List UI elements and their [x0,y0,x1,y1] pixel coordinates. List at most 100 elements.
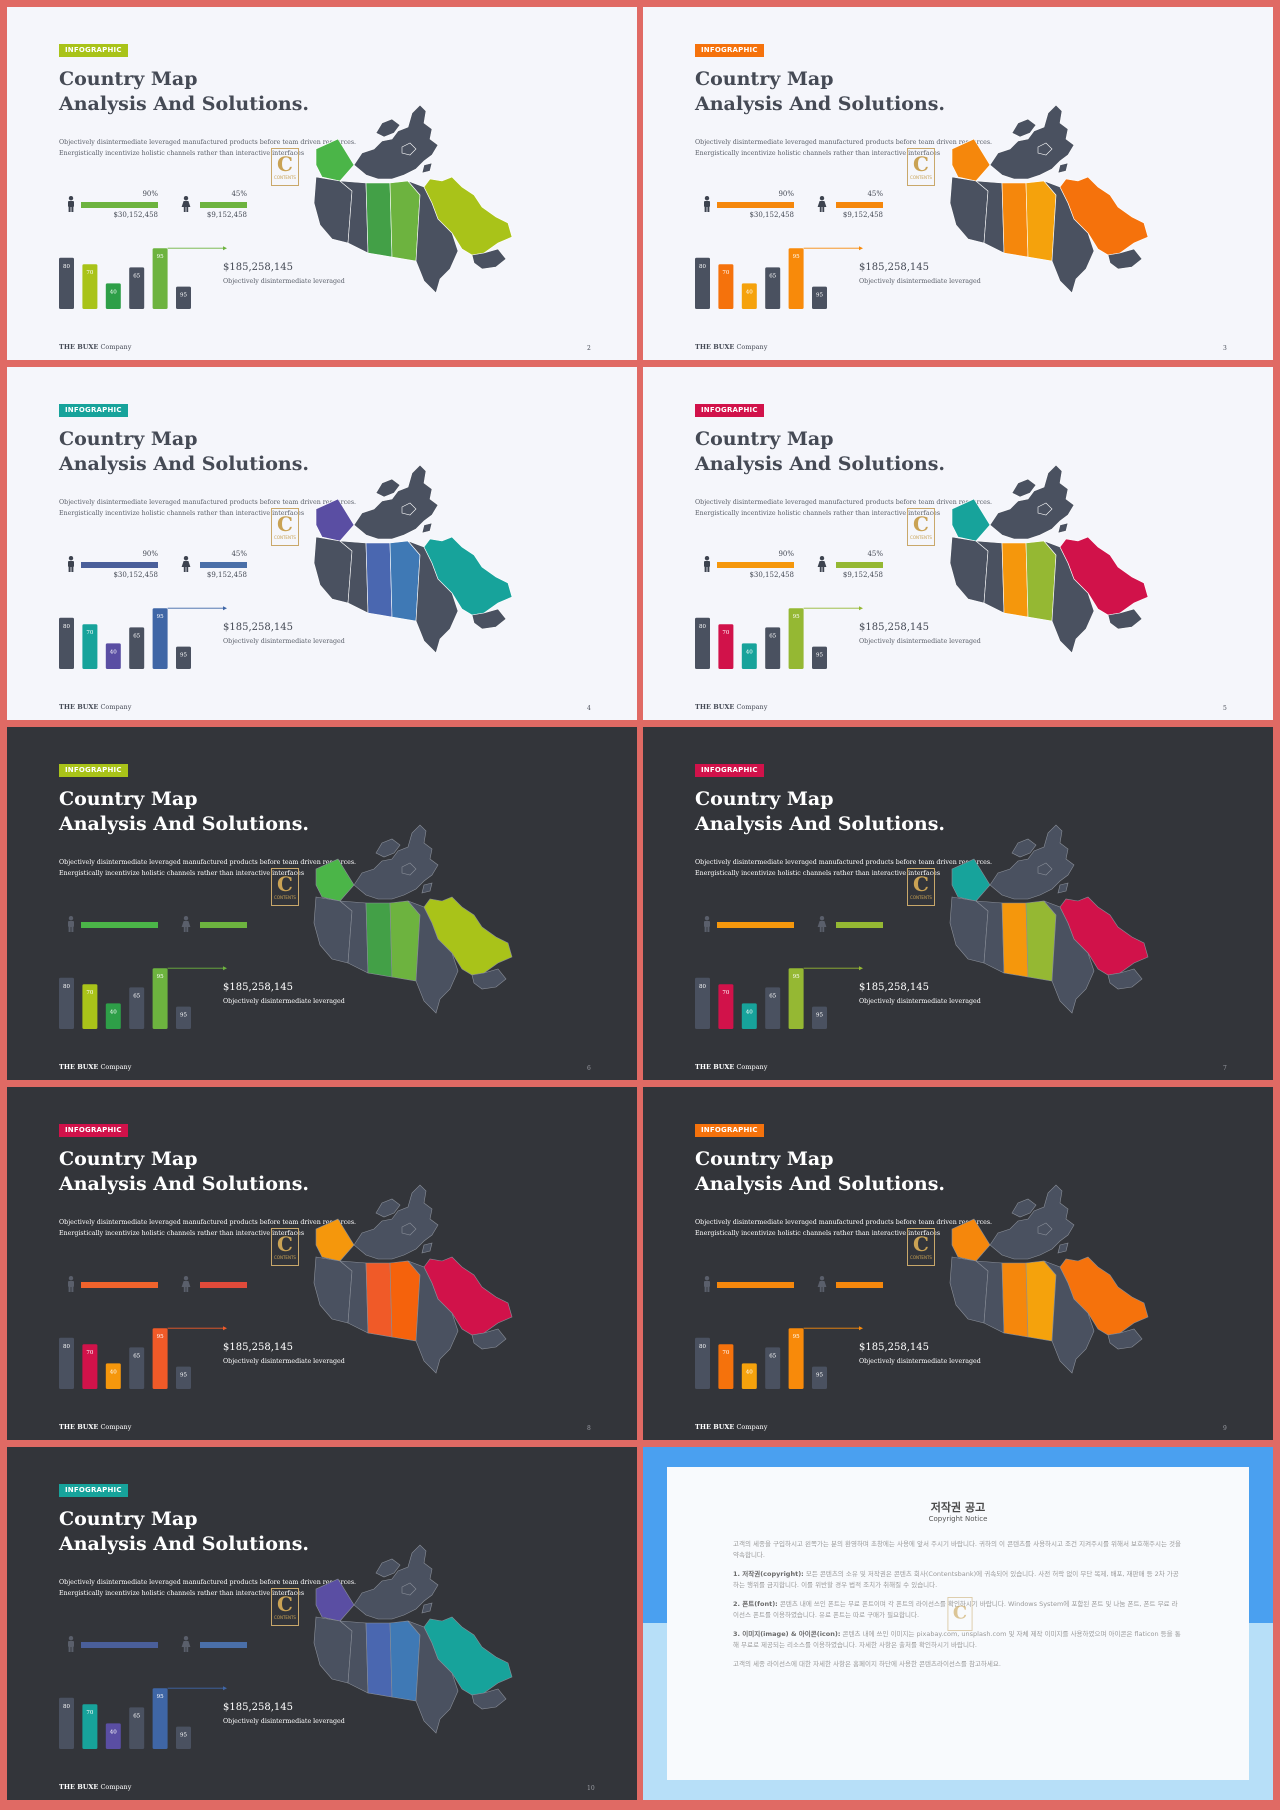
bar-label-6: 95 [816,1013,823,1019]
svg-text:C: C [913,872,929,896]
bar-1 [695,977,710,1029]
slide-description: Objectively disintermediate leveraged ma… [695,859,993,877]
bar-6 [812,1006,827,1029]
map-region-atlantic [1107,968,1143,990]
male-percentage: 90% [142,190,158,198]
total-value: $185,258,145 [859,1342,929,1353]
male-metric-bar [81,1642,158,1648]
canada-map [949,464,1149,654]
slide-thumbnail-10[interactable]: INFOGRAPHIC Country Map Analysis And Sol… [7,1447,637,1800]
bar-chart: 80 70 40 65 95 95 [59,966,227,1029]
map-region-north [353,464,439,540]
bar-1 [59,1337,74,1389]
bar-label-1: 80 [63,264,70,270]
copyright-notice-slide[interactable]: 저작권 공고 Copyright Notice 고객의 세종을 구입하시고 왼쪽… [643,1447,1273,1800]
total-value: $185,258,145 [223,622,293,633]
female-person-icon [817,196,827,212]
male-percentage: 90% [778,550,794,558]
map-region-alberta [339,1260,369,1334]
bar-5 [788,968,804,1029]
map-region-alberta [339,180,369,254]
slide-thumbnail-2[interactable]: INFOGRAPHIC Country Map Analysis And Sol… [7,7,637,360]
bar-label-5: 95 [793,614,800,620]
bar-label-6: 95 [180,1733,187,1739]
page-number: 3 [1223,345,1227,352]
infographic-tag: INFOGRAPHIC [695,764,764,777]
slide-thumbnail-5[interactable]: INFOGRAPHIC Country Map Analysis And Sol… [643,367,1273,720]
bar-5 [788,248,804,309]
map-region-atlantic [471,608,507,630]
bar-label-4: 65 [769,1353,776,1359]
svg-text:C: C [953,1602,967,1623]
female-metric-bar [836,202,883,208]
bar-label-3: 40 [110,289,117,295]
slide-thumbnail-4[interactable]: INFOGRAPHIC Country Map Analysis And Sol… [7,367,637,720]
map-region-yukon [315,138,355,182]
male-person-icon [68,196,74,212]
svg-text:CONTENTS: CONTENTS [910,1255,932,1260]
canada-map [313,824,513,1014]
bar-chart: 80 70 40 65 95 95 [59,1686,227,1749]
svg-text:CONTENTS: CONTENTS [274,175,296,180]
slide-description: Objectively disintermediate leveraged ma… [695,499,993,517]
slide-thumbnail-7[interactable]: INFOGRAPHIC Country Map Analysis And Sol… [643,727,1273,1080]
slide-title: Country Map Analysis And Solutions. [695,788,946,835]
map-region-saskatchewan [1001,1262,1029,1338]
notice-item-image: 3. 이미지(image) & 아이콘(icon): 콘텐츠 내에 쓰인 이미지… [733,1630,1181,1649]
bar-label-1: 80 [699,624,706,630]
map-region-north [353,1544,439,1620]
map-region-yukon [315,858,355,902]
bar-1 [59,1697,74,1749]
map-region-bc [313,1256,353,1324]
arrow-head-icon [859,1326,863,1331]
infographic-tag: INFOGRAPHIC [59,1484,128,1497]
page-number: 6 [587,1065,591,1072]
arrow-head-icon [223,246,227,251]
map-region-alberta [975,180,1005,254]
bar-5 [152,248,168,309]
contents-logo: C CONTENTS [271,868,299,906]
map-region-manitoba [1025,900,1057,982]
total-value: $185,258,145 [223,262,293,273]
female-person-icon [181,196,191,212]
bar-label-5: 95 [157,1694,164,1700]
map-region-alberta [975,1260,1005,1334]
bar-2 [718,624,734,669]
slide-thumbnail-6[interactable]: INFOGRAPHIC Country Map Analysis And Sol… [7,727,637,1080]
bar-2 [718,1344,734,1389]
male-person-icon [704,1276,710,1292]
bar-2 [718,984,734,1029]
bar-label-4: 65 [769,273,776,279]
notice-outro: 고객의 세종 라이선스에 대한 자세한 사항은 홈페이지 하단에 사용한 콘텐츠… [733,1660,1001,1668]
company-footer: THE BUXE Company [59,703,132,711]
map-region-saskatchewan [1001,182,1029,258]
bar-label-5: 95 [793,974,800,980]
map-region-bc [313,896,353,964]
male-metric-bar [81,202,158,208]
bar-4 [129,267,145,309]
bar-label-3: 40 [746,1369,753,1375]
bar-6 [812,286,827,309]
infographic-tag: INFOGRAPHIC [59,44,128,57]
slide-thumbnail-3[interactable]: INFOGRAPHIC Country Map Analysis And Sol… [643,7,1273,360]
bar-label-6: 95 [816,1373,823,1379]
bar-label-5: 95 [157,974,164,980]
svg-text:CONTENTS: CONTENTS [910,535,932,540]
male-amount: $30,152,458 [749,211,794,219]
bar-label-3: 40 [110,1729,117,1735]
male-person-icon [704,556,710,572]
arrow-head-icon [223,606,227,611]
value-caption: Objectively disintermediate leveraged [223,1718,345,1725]
slide-thumbnail-9[interactable]: INFOGRAPHIC Country Map Analysis And Sol… [643,1087,1273,1440]
company-footer: THE BUXE Company [59,343,132,351]
female-person-icon [181,1276,191,1292]
female-metric-bar [836,1282,883,1288]
canada-map [313,1544,513,1734]
bar-label-2: 70 [722,1350,729,1356]
bar-label-6: 95 [180,293,187,299]
slide-thumbnail-8[interactable]: INFOGRAPHIC Country Map Analysis And Sol… [7,1087,637,1440]
map-region-quebec [1059,176,1149,256]
female-amount: $9,152,458 [842,211,883,219]
female-amount: $9,152,458 [206,571,247,579]
